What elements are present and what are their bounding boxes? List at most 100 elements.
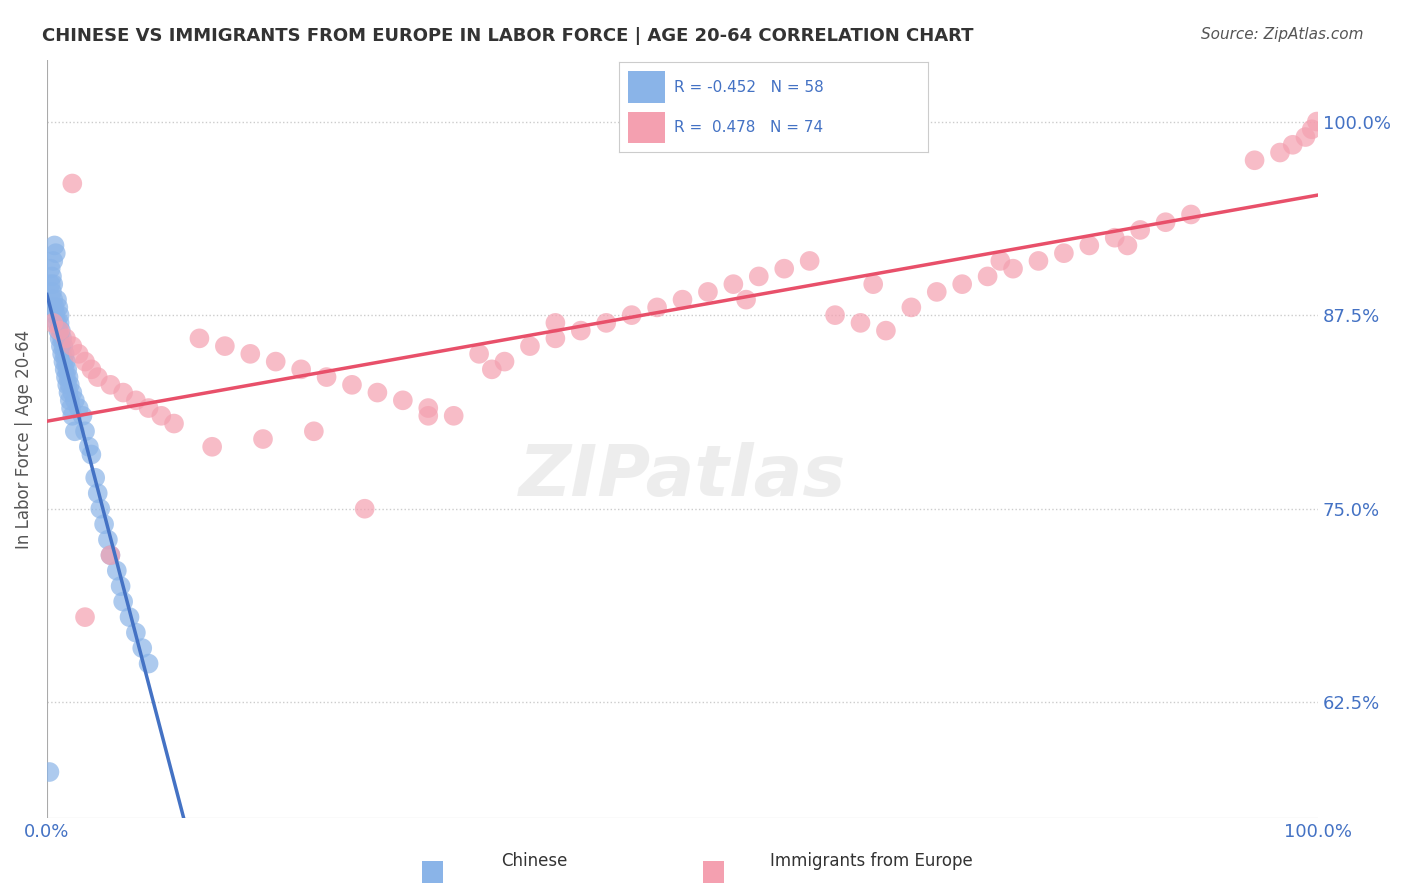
Point — [697, 285, 720, 299]
Point — [60, 339, 83, 353]
Point — [353, 501, 375, 516]
Point — [1104, 230, 1126, 244]
Point — [1002, 261, 1025, 276]
Point — [976, 269, 998, 284]
Point — [1281, 137, 1303, 152]
Point — [42, 316, 65, 330]
Point — [188, 331, 211, 345]
Point — [1180, 207, 1202, 221]
Point — [214, 339, 236, 353]
Point — [1129, 223, 1152, 237]
Point — [544, 316, 567, 330]
Point — [201, 440, 224, 454]
Point — [39, 261, 62, 276]
Point — [41, 285, 63, 299]
Point — [56, 377, 79, 392]
Point — [51, 347, 73, 361]
Point — [125, 393, 148, 408]
Text: CHINESE VS IMMIGRANTS FROM EUROPE IN LABOR FORCE | AGE 20-64 CORRELATION CHART: CHINESE VS IMMIGRANTS FROM EUROPE IN LAB… — [42, 27, 974, 45]
Point — [46, 324, 69, 338]
Point — [131, 641, 153, 656]
Y-axis label: In Labor Force | Age 20-64: In Labor Force | Age 20-64 — [15, 329, 32, 549]
Point — [63, 393, 86, 408]
Point — [163, 417, 186, 431]
Point — [105, 564, 128, 578]
Point — [97, 533, 120, 547]
Point — [60, 385, 83, 400]
Point — [862, 277, 884, 292]
Point — [58, 370, 80, 384]
Point — [53, 347, 76, 361]
Point — [49, 324, 72, 338]
Text: ZIPatlas: ZIPatlas — [519, 442, 846, 511]
Point — [252, 432, 274, 446]
Point — [41, 269, 63, 284]
Point — [125, 625, 148, 640]
Point — [468, 347, 491, 361]
Point — [824, 308, 846, 322]
Point — [67, 401, 90, 415]
Text: R = -0.452   N = 58: R = -0.452 N = 58 — [675, 80, 824, 95]
Point — [80, 362, 103, 376]
Point — [1154, 215, 1177, 229]
Point — [950, 277, 973, 292]
Point — [595, 316, 617, 330]
Point — [988, 254, 1011, 268]
Point — [42, 254, 65, 268]
Point — [60, 177, 83, 191]
Point — [1078, 238, 1101, 252]
Point — [87, 486, 110, 500]
Point — [73, 610, 96, 624]
Point — [48, 316, 70, 330]
Text: R =  0.478   N = 74: R = 0.478 N = 74 — [675, 120, 824, 135]
Point — [748, 269, 770, 284]
Point — [44, 238, 66, 252]
Point — [59, 377, 82, 392]
Text: Source: ZipAtlas.com: Source: ZipAtlas.com — [1201, 27, 1364, 42]
Point — [150, 409, 173, 423]
Point — [1294, 130, 1316, 145]
Point — [38, 764, 60, 779]
Point — [481, 362, 503, 376]
Point — [42, 277, 65, 292]
Point — [900, 301, 922, 315]
Point — [849, 316, 872, 330]
Point — [925, 285, 948, 299]
Point — [77, 440, 100, 454]
Bar — [628, 112, 665, 143]
Point — [87, 370, 110, 384]
Point — [392, 393, 415, 408]
Point — [118, 610, 141, 624]
Point — [73, 425, 96, 439]
Point — [239, 347, 262, 361]
Point — [60, 409, 83, 423]
Point — [100, 377, 122, 392]
Point — [112, 385, 135, 400]
Point — [418, 409, 440, 423]
Point — [58, 385, 80, 400]
Point — [46, 316, 69, 330]
Point — [100, 548, 122, 562]
Point — [519, 339, 541, 353]
Point — [51, 331, 73, 345]
Point — [138, 401, 160, 415]
Point — [110, 579, 132, 593]
Point — [45, 308, 67, 322]
Point — [73, 354, 96, 368]
Point — [1268, 145, 1291, 160]
Point — [443, 409, 465, 423]
Point — [418, 401, 440, 415]
Point — [72, 409, 94, 423]
Point — [60, 401, 83, 415]
Point — [49, 339, 72, 353]
Point — [264, 354, 287, 368]
Point — [39, 277, 62, 292]
Point — [494, 354, 516, 368]
Point — [1053, 246, 1076, 260]
Point — [1028, 254, 1050, 268]
Point — [1301, 122, 1323, 136]
Point — [1306, 114, 1329, 128]
Text: Immigrants from Europe: Immigrants from Europe — [770, 852, 973, 870]
Point — [315, 370, 337, 384]
Point — [723, 277, 745, 292]
